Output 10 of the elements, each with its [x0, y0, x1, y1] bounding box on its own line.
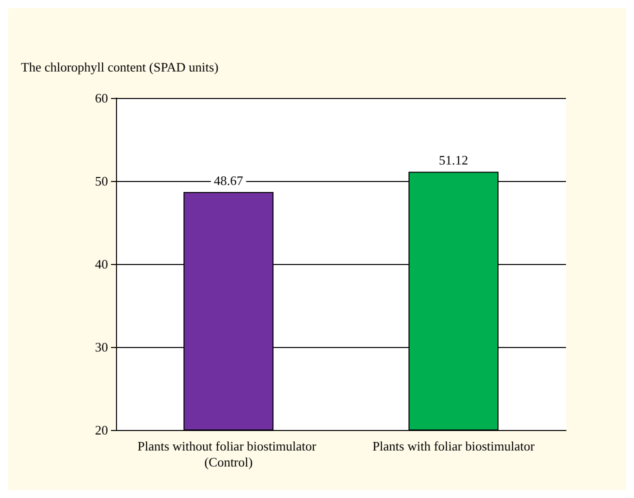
- y-tick-label: 30: [95, 340, 108, 354]
- data-label: 48.67: [214, 173, 244, 188]
- y-tick-label: 50: [95, 174, 108, 188]
- y-tick-label: 40: [95, 256, 108, 272]
- x-tick-label: Plants with foliar biostimulator: [372, 438, 536, 454]
- data-label: 51.12: [438, 152, 468, 168]
- y-tick-label: 20: [95, 422, 108, 438]
- y-axis-title: The chlorophyll content (SPAD units): [21, 60, 218, 74]
- x-tick-label: Plants without foliar biostimulator (Control): [138, 438, 320, 470]
- y-tick-label: 60: [95, 90, 108, 106]
